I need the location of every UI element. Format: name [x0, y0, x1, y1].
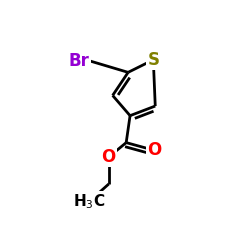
Text: Br: Br — [68, 52, 89, 70]
Text: O: O — [147, 141, 162, 159]
Text: H$_3$C: H$_3$C — [73, 192, 106, 211]
Text: S: S — [147, 51, 159, 69]
Text: O: O — [102, 148, 116, 166]
